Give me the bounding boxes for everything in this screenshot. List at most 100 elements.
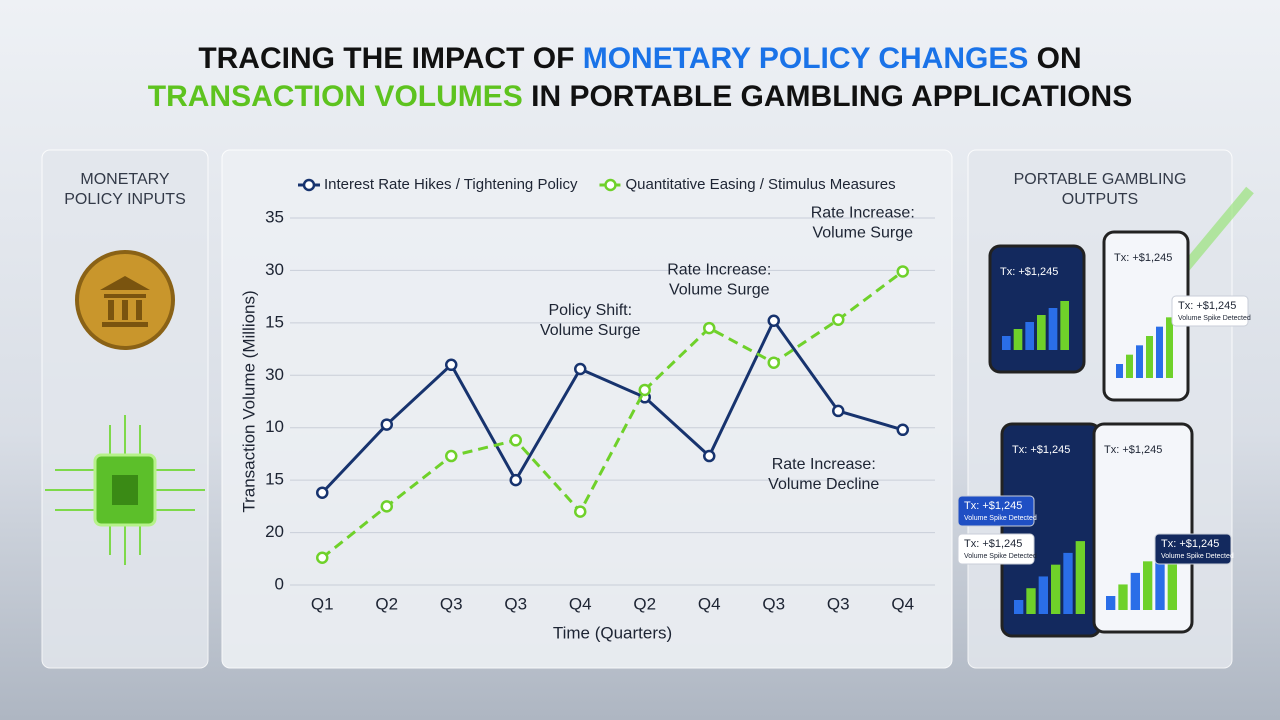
- point: [832, 404, 845, 418]
- phone-bar: [1146, 336, 1153, 378]
- phone-bar: [1025, 322, 1034, 350]
- phone-bar: [1013, 329, 1023, 350]
- phone-bar: [1143, 561, 1153, 610]
- alert-card: [1171, 295, 1249, 327]
- x-tick-label: Q2: [375, 594, 398, 613]
- legend-dot: [604, 178, 617, 192]
- alert-text: Volume Spike Detected: [964, 553, 1037, 560]
- left-panel: [41, 149, 209, 669]
- phone-bar: [1048, 308, 1058, 350]
- phone-bar: [1075, 541, 1085, 614]
- title-part: MONETARY POLICY CHANGES: [583, 42, 1029, 75]
- point: [380, 500, 393, 513]
- phone-bar: [1026, 588, 1036, 614]
- right-title: OUTPUTS: [1062, 191, 1138, 208]
- y-tick-label: 15: [265, 312, 284, 331]
- phone-bar: [1106, 596, 1116, 610]
- point: [703, 321, 716, 335]
- point: [509, 434, 522, 447]
- title-part: TRACING THE IMPACT OF: [198, 42, 582, 75]
- phone: [988, 244, 1086, 374]
- phone-bar: [1118, 584, 1128, 610]
- point: [316, 551, 329, 564]
- y-tick-label: 15: [265, 470, 284, 489]
- point: [574, 362, 587, 376]
- alert-card: [1154, 533, 1232, 565]
- legend-label: Quantitative Easing / Stimulus Measures: [625, 176, 895, 193]
- x-tick-label: Q4: [698, 594, 721, 613]
- point: [445, 449, 458, 463]
- phone-tx: Tx: +$1,245: [1104, 444, 1162, 456]
- y-tick-label: 30: [265, 365, 284, 384]
- x-tick-label: Q4: [569, 594, 592, 613]
- phone-bar: [1130, 572, 1140, 610]
- alert-tx: Tx: +$1,245: [964, 538, 1022, 550]
- point: [638, 383, 651, 397]
- left-title: MONETARY: [80, 171, 170, 188]
- chip-core: [112, 475, 138, 505]
- y-tick-label: 0: [275, 574, 284, 593]
- phone-bar: [1060, 301, 1069, 350]
- annotation: Rate Increase:: [811, 205, 915, 222]
- phone-tx: Tx: +$1,245: [1000, 266, 1058, 278]
- phone-bar: [1136, 345, 1143, 378]
- phone-bar: [1037, 315, 1046, 350]
- phone-bar: [1126, 354, 1133, 378]
- title-part: TRANSACTION VOLUMES: [148, 80, 523, 113]
- legend-label: Interest Rate Hikes / Tightening Policy: [324, 176, 578, 193]
- devices: Tx: +$1,245 Tx: +$1,245 Tx: +$1,245 Tx: +$1…: [957, 230, 1251, 638]
- phone-bar: [1116, 364, 1123, 378]
- point: [509, 473, 522, 487]
- phone-bar: [1166, 317, 1173, 378]
- x-tick-label: Q3: [762, 594, 785, 613]
- phone-tx: Tx: +$1,245: [1012, 444, 1070, 456]
- x-tick-label: Q4: [891, 594, 914, 613]
- point: [896, 423, 909, 437]
- phone-bar: [1155, 549, 1165, 610]
- alert-text: Volume Spike Detected: [964, 515, 1037, 522]
- point: [316, 486, 329, 499]
- alert-tx: Tx: +$1,245: [1161, 538, 1219, 550]
- point: [896, 265, 909, 278]
- phone-tx: Tx: +$1,245: [1114, 252, 1172, 264]
- bank-icon: [100, 276, 150, 327]
- title-line-2: TRANSACTION VOLUMES IN PORTABLE GAMBLING…: [148, 80, 1132, 113]
- annotation: Volume Surge: [540, 322, 641, 339]
- point: [767, 314, 780, 328]
- alert-tx: Tx: +$1,245: [964, 500, 1022, 512]
- right-title: PORTABLE GAMBLING: [1014, 171, 1187, 188]
- point: [703, 449, 716, 463]
- y-tick-label: 30: [265, 260, 284, 279]
- y-tick-label: 35: [265, 207, 284, 226]
- alert-card: [957, 533, 1035, 565]
- title-part: ON: [1028, 42, 1081, 75]
- series-line: [321, 270, 904, 559]
- x-tick-label: Q3: [827, 594, 850, 613]
- alert-card: [957, 495, 1035, 527]
- y-tick-label: 10: [265, 417, 284, 436]
- legend-dot: [302, 178, 316, 192]
- chip-traces: [45, 415, 205, 565]
- phone-bar: [1167, 538, 1177, 610]
- y-axis-label: Transaction Volume (Millions): [239, 290, 258, 512]
- alert-text: Volume Spike Detected: [1161, 553, 1234, 560]
- point: [380, 418, 393, 431]
- annotation: Volume Surge: [812, 225, 913, 242]
- annotation: Policy Shift:: [548, 302, 632, 319]
- annotation: Volume Decline: [768, 476, 879, 493]
- annotation: Rate Increase:: [772, 456, 876, 473]
- point: [767, 356, 780, 369]
- annotation: Volume Surge: [669, 281, 770, 298]
- y-tick-label: 20: [265, 522, 284, 541]
- phone-bar: [1014, 600, 1024, 614]
- left-title: POLICY INPUTS: [64, 191, 186, 208]
- phone-bar: [1002, 336, 1011, 350]
- phone: [1092, 422, 1194, 634]
- title-line-1: TRACING THE IMPACT OF MONETARY POLICY CH…: [198, 42, 1081, 75]
- x-tick-label: Q3: [504, 594, 527, 613]
- phone-bar: [1063, 552, 1073, 614]
- phone-bar: [1038, 576, 1048, 614]
- x-tick-label: Q1: [311, 594, 334, 613]
